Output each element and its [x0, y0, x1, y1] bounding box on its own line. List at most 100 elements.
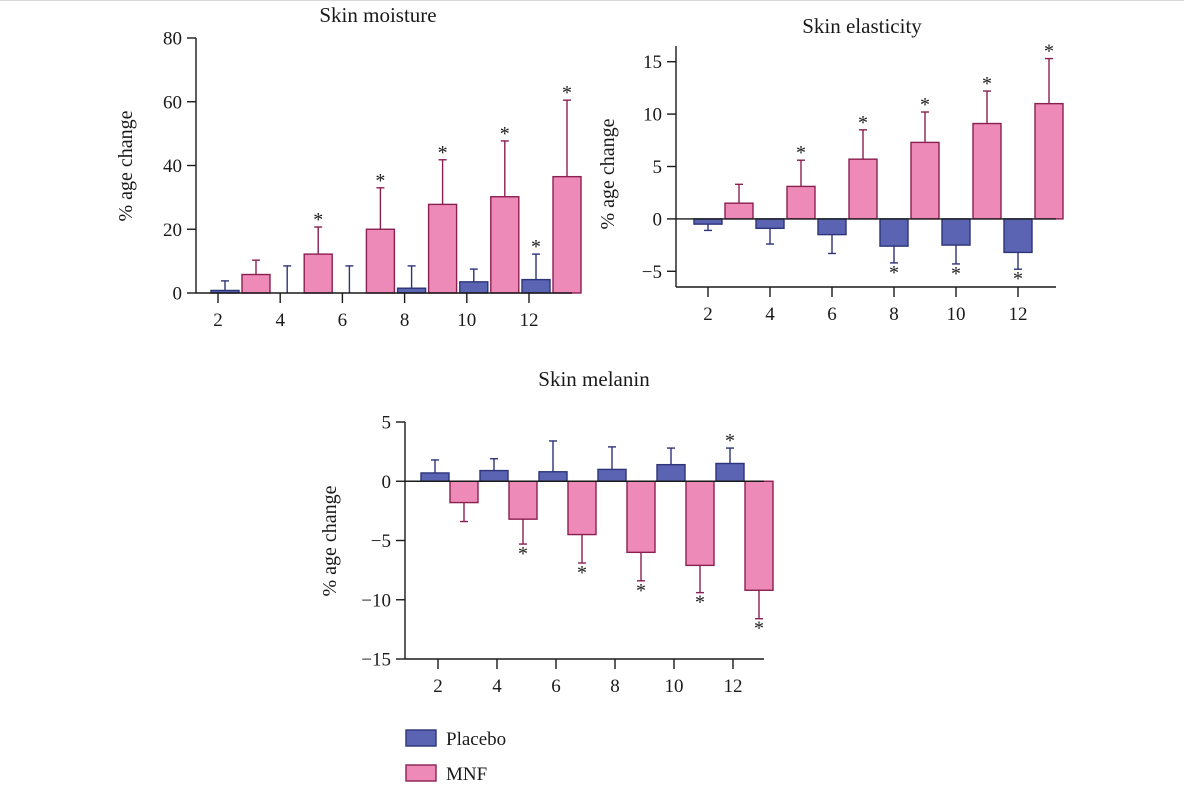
bar-placebo [479, 469, 509, 482]
plot-area-skin-moisture: 0 20 40 60 80 * * * * * * 2 4 6 8 10 12 [163, 29, 582, 331]
bar-mnf [449, 480, 479, 504]
bar-placebo [656, 463, 686, 482]
bar-mnf [490, 196, 520, 294]
y-tick-label: 15 [643, 52, 662, 73]
bar-mnf [1034, 102, 1064, 220]
top-border-line [0, 0, 1184, 1]
bar-mnf [552, 175, 582, 294]
plot-area-skin-melanin: −15 −10 −5 0 5 * * * * * * 2 4 6 8 10 12 [361, 413, 774, 697]
legend: Placebo MNF [405, 729, 506, 785]
x-tick-label: 6 [827, 304, 837, 325]
chart-title-skin-elasticity: Skin elasticity [802, 14, 922, 38]
significance-marker: * [577, 562, 587, 584]
x-tick-label: 4 [765, 304, 775, 325]
bar-placebo [1003, 218, 1033, 254]
x-tick-label: 2 [703, 304, 713, 325]
bar-mnf [365, 228, 396, 294]
x-tick-label: 12 [520, 310, 539, 331]
significance-marker: * [889, 262, 899, 284]
y-tick-label: 40 [163, 156, 182, 177]
bar-placebo [597, 468, 627, 482]
y-tick-label: 0 [653, 209, 663, 230]
bar-mnf [567, 480, 597, 536]
legend-label-mnf: MNF [446, 764, 487, 785]
legend-swatch-placebo [405, 729, 437, 747]
bar-mnf [303, 253, 333, 294]
bar-mnf [744, 480, 774, 591]
chart-panel-skin-melanin: Skin melanin % age change −15 −10 −5 0 5 * * * *… [319, 367, 774, 697]
y-tick-label: −5 [642, 262, 662, 283]
chart-panel-skin-moisture: Skin moisture % age change 0 20 40 60 80 * * * *… [115, 3, 582, 331]
bar-placebo [879, 218, 909, 247]
x-tick-label: 6 [551, 676, 561, 697]
bar-mnf [427, 203, 458, 294]
x-tick-label: 4 [275, 310, 285, 331]
y-tick-label: −10 [361, 590, 391, 611]
x-tick-label: 10 [665, 676, 684, 697]
significance-marker: * [518, 543, 528, 565]
significance-marker: * [375, 170, 385, 192]
bar-mnf [241, 273, 271, 294]
significance-marker: * [500, 123, 510, 145]
x-tick-label: 12 [724, 676, 743, 697]
y-tick-label: 0 [173, 284, 183, 305]
x-tick-label: 2 [433, 676, 443, 697]
bar-mnf [724, 202, 754, 220]
y-axis-label-skin-moisture: % age change [115, 110, 137, 221]
significance-marker: * [982, 73, 992, 95]
significance-marker: * [562, 82, 572, 104]
bar-mnf [848, 158, 878, 220]
bar-placebo [521, 278, 551, 294]
chart-title-skin-moisture: Skin moisture [319, 3, 436, 27]
x-tick-label: 10 [457, 310, 476, 331]
significance-marker: * [438, 142, 448, 164]
bar-placebo [396, 287, 427, 294]
significance-marker: * [951, 263, 961, 285]
significance-marker: * [858, 112, 868, 134]
y-tick-label: −5 [371, 531, 391, 552]
significance-marker: * [695, 592, 705, 614]
x-tick-label: 8 [400, 310, 410, 331]
y-tick-label: 20 [163, 220, 182, 241]
bar-placebo [755, 218, 785, 230]
x-tick-label: 2 [213, 310, 223, 331]
x-tick-label: 8 [889, 304, 899, 325]
bar-placebo [459, 281, 489, 294]
y-tick-label: 80 [163, 29, 182, 50]
y-tick-label: 60 [163, 92, 182, 113]
bar-mnf [685, 480, 715, 567]
y-tick-label: 10 [643, 105, 662, 126]
bar-placebo [715, 462, 745, 482]
bar-placebo [420, 472, 450, 482]
bar-mnf [626, 480, 656, 554]
significance-marker: * [531, 236, 541, 258]
significance-marker: * [1013, 268, 1023, 290]
bar-mnf [972, 122, 1002, 220]
significance-marker: * [636, 580, 646, 602]
bar-mnf [508, 480, 538, 520]
significance-marker: * [920, 94, 930, 116]
significance-marker: * [1044, 41, 1054, 63]
bar-placebo [817, 218, 847, 236]
y-tick-label: −15 [361, 650, 391, 671]
y-axis-label-skin-elasticity: % age change [597, 118, 619, 229]
significance-marker: * [796, 142, 806, 164]
x-tick-label: 6 [338, 310, 348, 331]
plot-area-skin-elasticity: −5 0 5 10 15 * * * * * * * * 2 4 6 8 10 12 [642, 41, 1064, 325]
bar-mnf [786, 185, 816, 220]
bar-placebo [941, 218, 971, 246]
bar-placebo [538, 471, 568, 482]
chart-panel-skin-elasticity: Skin elasticity % age change −5 0 5 10 15 * * *… [597, 14, 1064, 325]
x-tick-label: 4 [492, 676, 502, 697]
legend-swatch-mnf [405, 764, 437, 782]
bar-placebo [693, 218, 723, 225]
legend-label-placebo: Placebo [446, 729, 506, 750]
significance-marker: * [313, 209, 323, 231]
x-tick-label: 10 [947, 304, 966, 325]
y-tick-label: 0 [382, 472, 392, 493]
significance-marker: * [754, 618, 764, 640]
bar-mnf [910, 141, 940, 220]
y-tick-label: 5 [382, 413, 392, 434]
y-axis-label-skin-melanin: % age change [319, 485, 341, 596]
